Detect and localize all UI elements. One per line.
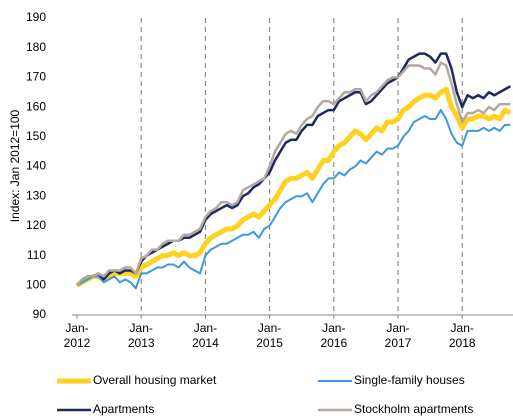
y-tick-label: 100: [26, 277, 46, 291]
legend-label: Overall housing market: [93, 373, 217, 387]
x-tick-label: Jan-2018: [449, 321, 476, 350]
y-tick-label: 150: [26, 129, 46, 143]
x-tick-label: Jan-2015: [256, 321, 283, 350]
x-tick-label: Jan-2013: [128, 321, 155, 350]
y-tick-label: 180: [26, 40, 46, 54]
series-line: [75, 86, 512, 288]
y-tick-label: 160: [26, 99, 46, 113]
x-tick-label: Jan-2017: [385, 321, 412, 350]
legend-label: Single-family houses: [354, 373, 465, 387]
x-tick-label: Jan-2016: [320, 321, 347, 350]
series-line: [76, 109, 511, 290]
legend-label: Apartments: [93, 402, 154, 416]
series-line: [76, 61, 511, 287]
x-tick-label: Jan-2012: [64, 321, 91, 350]
y-tick-label: 170: [26, 70, 46, 84]
y-tick-label: 190: [26, 10, 46, 24]
y-tick-label: 120: [26, 218, 46, 232]
y-axis-title: Index: Jan 2012=100: [8, 109, 22, 222]
legend-label: Stockholm apartments: [354, 402, 473, 416]
y-tick-label: 140: [26, 159, 46, 173]
x-tick-label: Jan-2014: [192, 321, 219, 350]
y-tick-label: 130: [26, 188, 46, 202]
y-tick-label: 110: [27, 248, 46, 262]
y-tick-label: 90: [33, 307, 47, 321]
